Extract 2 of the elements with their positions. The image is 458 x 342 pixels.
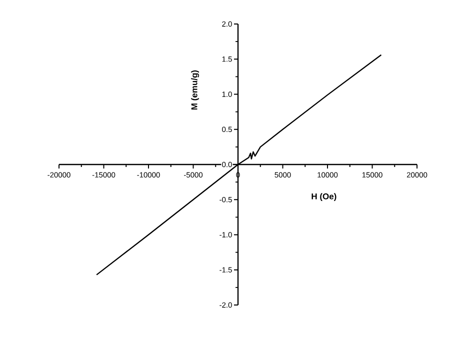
y-axis-title: M (emu/g) [191,70,200,110]
x-axis-title: H (Oe) [312,193,336,202]
